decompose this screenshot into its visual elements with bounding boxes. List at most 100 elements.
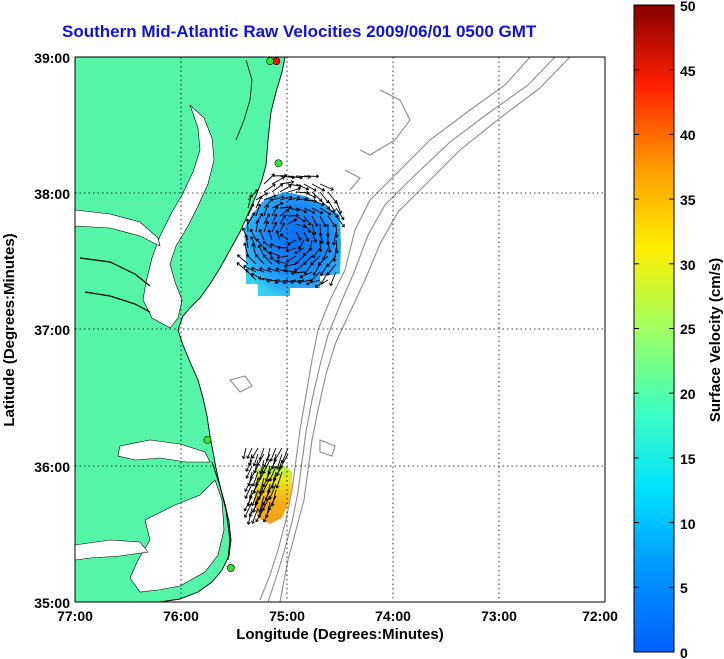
x-tick: 72:00	[582, 608, 618, 624]
colorbar-ticks	[634, 4, 674, 653]
velocity-arrow	[302, 247, 313, 256]
velocity-arrow	[259, 267, 273, 273]
velocity-arrow	[290, 279, 305, 284]
velocity-arrow	[251, 507, 259, 524]
velocity-arrow	[255, 203, 262, 217]
y-tick: 35:00	[34, 595, 70, 611]
velocity-arrow	[297, 279, 313, 285]
velocity-arrow	[250, 266, 265, 273]
velocity-arrow	[245, 465, 253, 479]
pamlico-sound	[129, 479, 225, 593]
radar-station-marker	[266, 57, 274, 65]
velocity-arrow	[287, 218, 298, 225]
velocity-arrow	[271, 205, 279, 217]
velocity-arrow	[249, 228, 257, 241]
coastline	[159, 57, 286, 602]
velocity-arrow	[335, 207, 345, 221]
velocity-arrow	[262, 241, 273, 249]
velocity-arrow	[241, 447, 247, 460]
x-axis-label: Longitude (Degrees:Minutes)	[236, 626, 444, 643]
y-tick: 39:00	[34, 50, 70, 66]
colorbar-tick: 0	[680, 645, 688, 659]
velocity-arrow	[245, 218, 250, 233]
york-river	[84, 291, 151, 313]
velocity-arrow	[290, 271, 305, 276]
velocity-arrow	[244, 234, 249, 249]
velocity-arrow	[320, 263, 329, 277]
potomac-river	[75, 209, 161, 247]
velocity-arrow	[251, 243, 257, 257]
velocity-arrow	[255, 238, 265, 249]
colorbar-tick: 40	[680, 127, 696, 143]
velocity-arrow	[319, 215, 327, 228]
map-title: Southern Mid-Atlantic Raw Velocities 200…	[62, 22, 537, 41]
velocity-arrow	[262, 507, 271, 523]
velocity-arrow	[263, 213, 271, 225]
velocity-arrow	[293, 263, 305, 272]
velocity-arrow	[282, 279, 297, 285]
velocity-arrow	[275, 267, 289, 273]
velocity-arrow	[241, 227, 249, 241]
radar-station-marker	[274, 159, 283, 168]
velocity-arrow	[246, 254, 257, 265]
x-tick: 75:00	[269, 608, 305, 624]
y-tick: 37:00	[34, 322, 70, 338]
velocity-arrow	[303, 231, 310, 242]
velocity-arrow	[319, 207, 332, 216]
velocity-arrow	[303, 174, 320, 179]
velocity-arrow	[287, 239, 297, 246]
radar-station-marker	[226, 564, 235, 572]
colorbar-tick: 50	[680, 0, 696, 14]
velocity-arrow	[275, 453, 283, 470]
velocity-arrow	[275, 471, 283, 489]
velocity-arrow	[275, 230, 281, 241]
velocity-arrow	[263, 194, 277, 201]
velocity-arrow	[283, 268, 297, 273]
velocity-arrow	[271, 213, 278, 225]
velocity-arrow	[303, 215, 311, 226]
velocity-arrow	[245, 269, 257, 281]
colorbar-label: Surface Velocity (cm/s)	[707, 258, 724, 422]
velocity-arrow	[271, 195, 285, 201]
velocity-arrow	[283, 263, 297, 268]
velocity-arrow	[271, 183, 284, 193]
velocity-arrow	[279, 184, 292, 193]
velocity-arrow	[314, 279, 329, 288]
velocity-arrow	[303, 183, 317, 192]
velocity-arrow	[298, 239, 305, 250]
velocity-arrow	[311, 215, 319, 227]
velocity-arrow	[327, 215, 336, 228]
velocity-vectors-south	[241, 447, 289, 525]
velocity-arrow	[252, 453, 259, 467]
velocity-arrow	[276, 259, 289, 265]
grid-lines	[75, 57, 605, 602]
velocity-arrow	[303, 207, 316, 214]
velocity-arrow	[247, 203, 255, 217]
velocity-arrow	[279, 195, 293, 201]
velocity-arrow	[279, 214, 286, 225]
plot-frame	[74, 56, 606, 603]
colorbar-tick: 10	[680, 516, 696, 532]
velocity-arrow	[243, 501, 253, 518]
velocity-arrow	[295, 223, 307, 229]
velocity-arrow	[285, 247, 297, 253]
velocity-arrow	[295, 215, 306, 223]
velocity-arrow	[311, 207, 324, 215]
radar-stations	[203, 57, 283, 572]
velocity-arrow	[274, 279, 289, 285]
velocity-arrow	[268, 251, 281, 257]
colorbar-tick: 45	[680, 63, 696, 79]
velocity-arrow	[319, 183, 334, 191]
velocity-arrow	[247, 194, 253, 209]
velocity-arrow	[244, 483, 253, 499]
velocity-arrow	[295, 231, 302, 241]
colorbar-tick: 30	[680, 257, 696, 273]
velocity-arrow	[247, 189, 259, 201]
velocity-arrow	[243, 495, 253, 512]
rappahannock-river	[79, 257, 151, 287]
x-tick: 76:00	[163, 608, 199, 624]
y-axis-label: Latitude (Degrees:Minutes)	[1, 233, 18, 426]
velocity-arrow	[255, 507, 265, 523]
colorbar-tick: 35	[680, 192, 696, 208]
